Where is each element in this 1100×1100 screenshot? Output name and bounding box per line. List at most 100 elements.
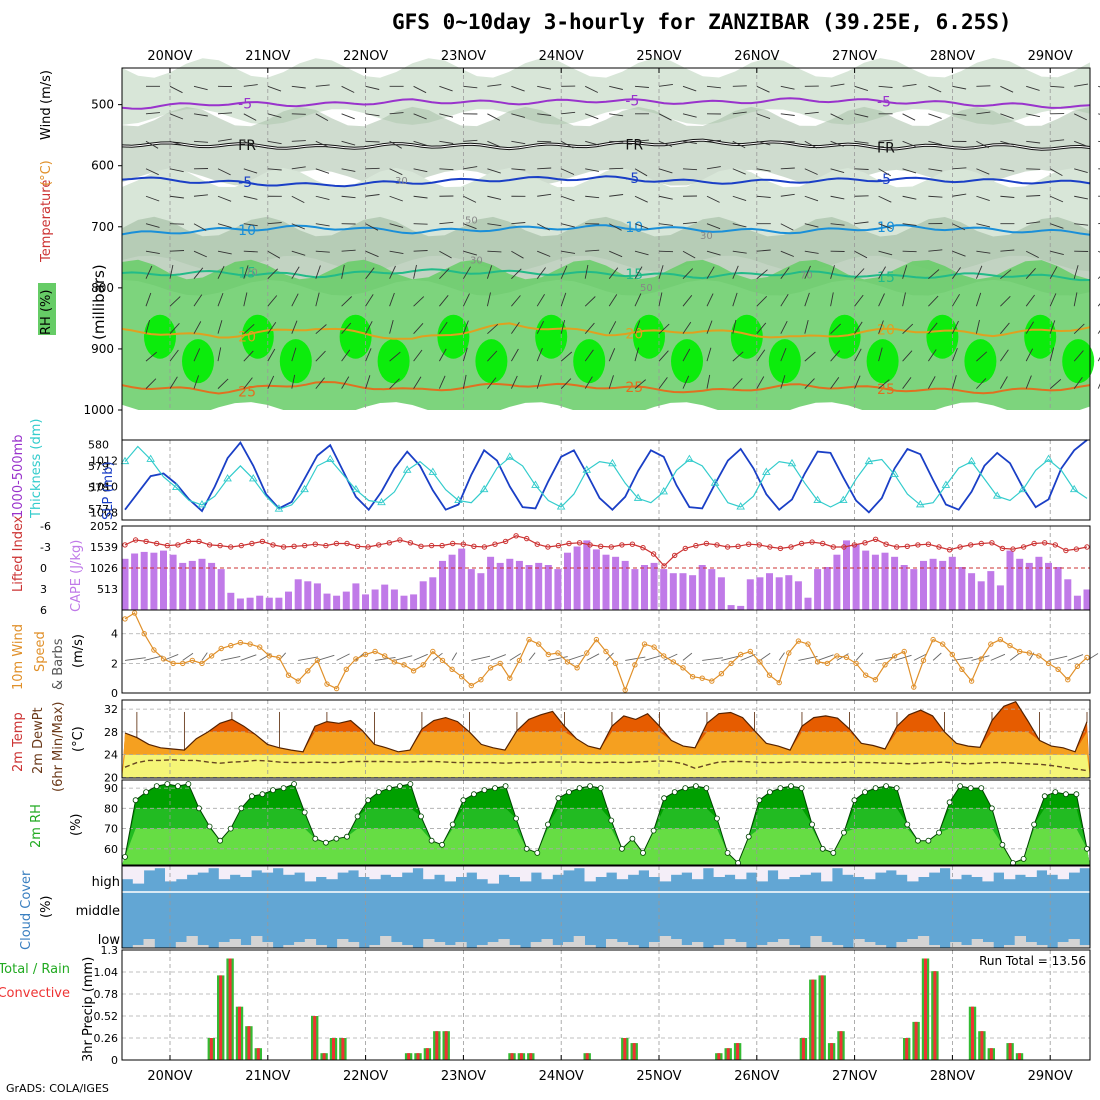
wind10m-speed-marker bbox=[901, 648, 907, 655]
cloud-low-bar bbox=[563, 942, 575, 948]
wind-barb bbox=[463, 139, 478, 142]
cape-bar bbox=[737, 605, 745, 610]
temperature-contour bbox=[121, 224, 1091, 236]
wind10m-barb bbox=[221, 655, 241, 661]
wind-barb bbox=[217, 265, 225, 279]
cloud-high-gap bbox=[487, 866, 499, 884]
wind-barb bbox=[389, 378, 400, 389]
cloud-high-gap bbox=[1014, 866, 1026, 875]
wind10m-barb bbox=[240, 654, 257, 661]
wind-barb bbox=[561, 195, 575, 202]
wind-barb bbox=[634, 223, 649, 229]
temperature-contour-label: -5 bbox=[238, 175, 252, 191]
cloud-low-bar bbox=[197, 945, 209, 948]
wind-barb bbox=[1026, 168, 1041, 170]
wind-barb bbox=[878, 266, 886, 279]
precip-convective-bar bbox=[820, 975, 824, 1060]
wind-barb bbox=[928, 269, 940, 280]
rh-axis-label: RH (%) bbox=[39, 290, 54, 335]
cloud-high-gap bbox=[563, 866, 575, 871]
dewpoint-axis-label: 2m DewPt bbox=[31, 707, 46, 774]
rh2m-marker bbox=[481, 787, 488, 793]
cloud-low-bar bbox=[476, 945, 489, 948]
precip-convective-bar bbox=[341, 1038, 345, 1060]
wind10m-speed-marker bbox=[699, 675, 705, 681]
rh-shading-band bbox=[122, 106, 1090, 186]
wind10m-speed-marker bbox=[468, 682, 474, 689]
wind-barb bbox=[365, 321, 373, 334]
wind-barb bbox=[217, 292, 224, 307]
cape-bar bbox=[746, 579, 754, 610]
wind-barb bbox=[439, 85, 453, 92]
rh-shading-band bbox=[122, 58, 1090, 125]
wind10m-unit-label: (m/s) bbox=[71, 634, 86, 668]
wind10m-speed-marker bbox=[555, 650, 561, 656]
thickness-marker bbox=[736, 502, 745, 510]
wind-barb bbox=[1000, 140, 1015, 146]
lifted-index-marker bbox=[122, 542, 128, 548]
wind-barb bbox=[854, 221, 869, 225]
cape-bar bbox=[342, 591, 350, 610]
rh2m-marker bbox=[248, 793, 255, 800]
cape-bar bbox=[698, 565, 706, 610]
wind-barb bbox=[169, 264, 174, 279]
rh-high-blob bbox=[182, 339, 214, 384]
rh2m-marker bbox=[174, 783, 181, 789]
wind-barb bbox=[243, 292, 248, 307]
wind-barb bbox=[608, 348, 616, 362]
wind10m-speed-line bbox=[124, 612, 1088, 692]
thickness-marker bbox=[300, 484, 309, 493]
slp-tick-label: 1012 bbox=[90, 455, 118, 468]
wind10m-tick-label: 0 bbox=[111, 687, 118, 700]
wind-barb bbox=[878, 320, 884, 334]
wind10m-barb bbox=[509, 653, 522, 661]
rh2m-marker bbox=[978, 785, 985, 791]
rh2m-marker bbox=[777, 785, 784, 791]
wind-barb bbox=[608, 321, 617, 334]
wind-barb bbox=[413, 140, 428, 146]
wind10m-speed-marker bbox=[1055, 666, 1061, 672]
wind10m-speed-marker bbox=[814, 659, 821, 665]
wind-barb bbox=[511, 250, 524, 259]
wind10m-barb bbox=[471, 655, 491, 661]
wind10m-speed-marker bbox=[872, 677, 879, 683]
wind-barb bbox=[536, 223, 550, 231]
cloud-low-bar bbox=[907, 939, 919, 948]
wind-barb bbox=[267, 140, 282, 145]
wind-barb bbox=[365, 267, 375, 279]
rh2m-marker bbox=[534, 850, 541, 856]
wind-barb bbox=[511, 321, 520, 334]
thickness-marker bbox=[274, 504, 284, 512]
cloud-high-gap bbox=[175, 866, 188, 880]
cloud-high-gap bbox=[960, 866, 973, 875]
wind-barb bbox=[682, 321, 692, 334]
wind-barb bbox=[487, 323, 499, 334]
wind10m-speed-marker bbox=[641, 641, 648, 647]
wind-barb bbox=[145, 292, 152, 307]
lifted-index-marker bbox=[841, 544, 847, 550]
wind-barb bbox=[1000, 322, 1010, 334]
wind-barb bbox=[1025, 294, 1035, 307]
cloud-low-bar bbox=[724, 939, 736, 948]
wind10m-speed-marker bbox=[218, 645, 224, 652]
cape-bar bbox=[794, 581, 802, 610]
cape-bar bbox=[390, 589, 398, 610]
temp-minmax-label: (6hr Min/Max) bbox=[51, 702, 66, 792]
rh2m-marker bbox=[745, 833, 752, 840]
wind-barb bbox=[486, 265, 493, 279]
wind10m-speed-marker bbox=[362, 651, 369, 658]
lifted-index-marker bbox=[693, 542, 699, 549]
wind-barb bbox=[365, 140, 380, 143]
rh2m-marker bbox=[555, 795, 562, 802]
wind10m-barb bbox=[644, 655, 662, 661]
wind-barb bbox=[511, 85, 525, 92]
cloud-low-bar bbox=[132, 945, 145, 948]
cloud-low-bar bbox=[692, 942, 704, 948]
upper-air-below-ground bbox=[122, 410, 1090, 440]
lifted-index-marker bbox=[333, 540, 340, 547]
wind-barb bbox=[315, 250, 330, 253]
wind-barb bbox=[902, 292, 906, 307]
thickness-marker bbox=[608, 458, 617, 467]
precip-convective-bar bbox=[623, 1038, 627, 1060]
temperature-contour-label: 25 bbox=[625, 380, 643, 396]
